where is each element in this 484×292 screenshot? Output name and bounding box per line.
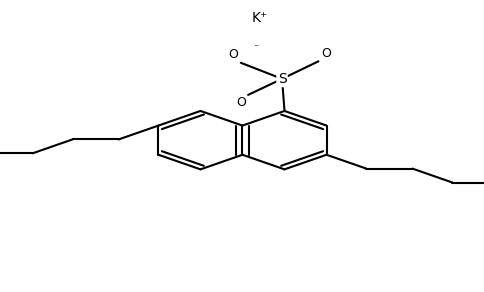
Text: K⁺: K⁺ xyxy=(251,11,267,25)
Text: S: S xyxy=(277,72,286,86)
Text: O: O xyxy=(228,48,238,61)
Text: O: O xyxy=(320,47,330,60)
Text: O: O xyxy=(235,96,245,109)
Text: ⁻: ⁻ xyxy=(253,44,257,53)
